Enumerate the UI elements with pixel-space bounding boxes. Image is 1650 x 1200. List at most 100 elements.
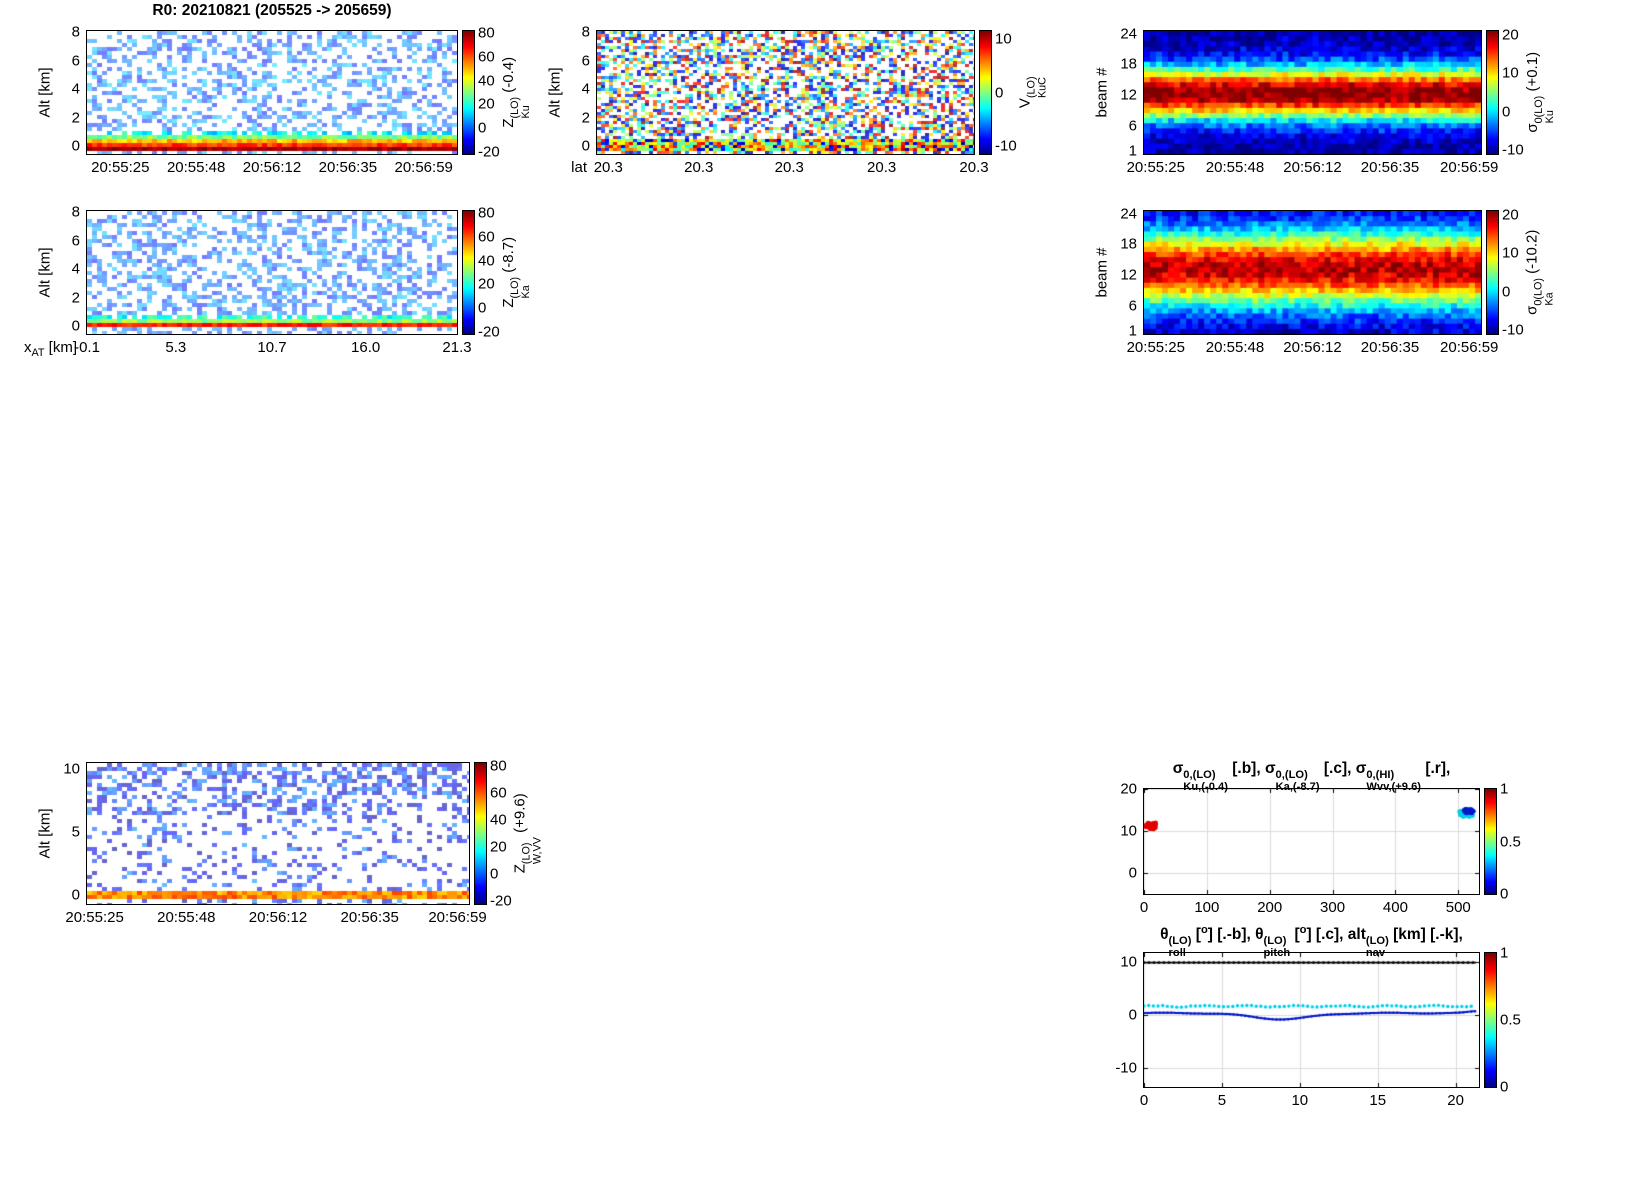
y-tick-label: 20	[1120, 780, 1137, 798]
x-tick-label: 20:56:35	[340, 909, 399, 926]
colorbar-tick-label: 40	[478, 252, 495, 270]
w-reflectivity-time-colorbar-label: Z (LO) W,VV (+9.6)	[511, 793, 544, 874]
x-tick-label: 20:56:12	[248, 909, 308, 926]
colorbar-tick-label: 80	[490, 757, 507, 775]
colorbar-tick-label: 10	[995, 30, 1012, 48]
sigma0-ka-beams-colorbar-label: σ 0(LO) Ka (-10.2)	[1523, 229, 1556, 316]
colorbar-tick-label: 0	[478, 299, 487, 317]
x-tick-label: 20.3	[774, 159, 804, 176]
ku-reflectivity-time-colorbar-canvas	[463, 31, 474, 154]
x-tick-label: 15	[1369, 1092, 1387, 1109]
x-tick-label: 300	[1320, 899, 1346, 916]
w-reflectivity-time-colorbar	[474, 762, 487, 905]
colorbar-tick-label: -20	[478, 143, 500, 161]
colorbar-tick-label: 60	[490, 784, 507, 802]
y-tick-label: 6	[71, 232, 80, 250]
x-tick-label: 10.7	[257, 339, 287, 356]
y-tick-label: 6	[581, 52, 590, 70]
y-tick-label: 1	[1128, 142, 1137, 160]
x-tick-label: 20:55:25	[65, 909, 124, 926]
x-tick-label: 20:55:25	[91, 159, 150, 176]
kuc-velocity-lat-colorbar-canvas	[980, 31, 991, 154]
y-tick-label: 12	[1120, 86, 1137, 104]
y-tick-label: 10	[1120, 822, 1137, 840]
x-tick-label: 20:55:48	[1205, 339, 1265, 356]
nav-attitude-colorbar	[1484, 952, 1497, 1088]
x-tick-label: 21.3	[442, 339, 472, 356]
y-tick-label: 4	[581, 80, 590, 98]
y-tick-label: 24	[1120, 25, 1137, 43]
colorbar-tick-label: 20	[490, 838, 507, 856]
panel-ku-reflectivity-time: R0: 20210821 (205525 -> 205659) Alt [km] 2…	[37, 2, 532, 176]
x-tick-label: 20	[1447, 1092, 1464, 1109]
colorbar-tick-label: 20	[478, 95, 495, 113]
w-reflectivity-time-y-axis-label: Alt [km]	[36, 808, 54, 859]
sigma0-scatter-title: σ 0,(LO) Ku,(-0.4) [.b], σ 0,(LO) Ka,(-8.7) …	[1172, 760, 1451, 793]
ku-reflectivity-time-colorbar	[462, 30, 475, 155]
sigma0-ka-beams-colorbar	[1486, 210, 1499, 335]
y-tick-label: 0	[1128, 1006, 1137, 1024]
sigma0-scatter-colorbar	[1484, 788, 1497, 895]
ka-reflectivity-xat-y-axis-label: Alt [km]	[36, 247, 54, 298]
x-tick-label: 5	[1217, 1092, 1227, 1109]
colorbar-tick-label: 40	[490, 811, 507, 829]
x-tick-label: 20:56:59	[1440, 159, 1499, 176]
x-tick-label: 16.0	[351, 339, 381, 356]
colorbar-tick-label: 0	[1500, 1078, 1509, 1096]
panel-ka-reflectivity-xat: Alt [km] -0.1 5.3 10.7 16.0 21.3 xAT [km] 8 6 4 2 0…	[24, 204, 532, 359]
colorbar-tick-label: 10	[1502, 64, 1519, 82]
x-tick-label: 20:56:12	[1283, 339, 1342, 356]
sigma0-ka-beams-y-axis-label: beam #	[1093, 247, 1111, 298]
x-tick-label: 100	[1194, 899, 1220, 916]
sigma0-ku-beams-colorbar-label: σ 0(LO) Ku (+0.1)	[1523, 52, 1556, 133]
ka-reflectivity-xat-plot-canvas	[87, 211, 457, 334]
y-tick-label: 8	[71, 203, 80, 221]
ka-reflectivity-xat-x-axis-label: xAT [km]	[24, 339, 77, 359]
x-tick-label: 5.3	[165, 339, 187, 356]
ku-reflectivity-time-title: R0: 20210821 (205525 -> 205659)	[152, 2, 392, 19]
y-tick-label: 10	[1120, 953, 1137, 970]
x-tick-label: -0.1	[74, 339, 100, 356]
colorbar-tick-label: 1	[1500, 944, 1509, 962]
colorbar-tick-label: 10	[1502, 244, 1519, 262]
y-tick-label: 2	[71, 109, 80, 127]
x-tick-label: 20.3	[959, 159, 989, 176]
x-tick-label: 20:55:48	[166, 159, 226, 176]
panel-kuc-velocity-lat: Alt [km] 20.3 20.3 20.3 20.3 20.3 lat 8 6 4 2 0 10 0-…	[547, 24, 1049, 176]
y-tick-label: 0	[581, 137, 590, 155]
colorbar-tick-label: 60	[478, 48, 495, 66]
colorbar-tick-label: 20	[1502, 206, 1519, 224]
x-tick-label: 20:55:25	[1126, 159, 1185, 176]
panel-sigma0-ka-beams: beam # 20:55:25 20:55:48 20:56:12 20:56:35 20…	[1094, 205, 1556, 356]
x-tick-label: 20:56:12	[1283, 159, 1342, 176]
y-tick-label: 2	[581, 109, 590, 127]
x-tick-label: 20:55:25	[1126, 339, 1185, 356]
x-tick-label: 20:56:59	[1440, 339, 1499, 356]
panel-w-reflectivity-time: Alt [km] 20:55:25 20:55:48 20:56:12 20:56:35…	[37, 757, 544, 926]
x-tick-label: 20.3	[867, 159, 897, 176]
colorbar-tick-label: -10	[995, 137, 1017, 155]
kuc-velocity-lat-colorbar	[979, 30, 992, 155]
y-tick-label: 2	[71, 289, 80, 307]
nav-attitude-title: θ (LO) roll [o] [.-b], θ (LO) pitch [o] [.c]…	[1160, 924, 1463, 959]
x-tick-label: 20:56:35	[1360, 339, 1420, 356]
x-tick-label: 400	[1382, 899, 1408, 916]
colorbar-tick-label: 0	[1500, 885, 1509, 903]
colorbar-tick-label: 80	[478, 204, 495, 222]
sigma0-ka-beams-plot-canvas	[1144, 211, 1481, 334]
kuc-velocity-lat-y-axis-label: Alt [km]	[546, 67, 564, 118]
y-tick-label: 4	[71, 260, 80, 278]
y-tick-label: 10	[63, 760, 80, 778]
y-tick-label: 6	[71, 52, 80, 70]
kuc-velocity-lat-plot-canvas	[597, 31, 974, 154]
sigma0-scatter-plot-canvas	[1144, 789, 1479, 894]
sigma0-ku-beams-colorbar	[1486, 30, 1499, 155]
w-reflectivity-time-plot-canvas	[87, 763, 469, 904]
colorbar-tick-label: 0	[1502, 283, 1511, 301]
x-tick-label: 20:56:12	[242, 159, 302, 176]
nav-attitude-plot-canvas	[1144, 953, 1479, 1087]
y-tick-label: 6	[1128, 117, 1137, 135]
y-tick-label: 4	[71, 80, 80, 98]
kuc-velocity-lat-colorbar-label: V (LO) KuC	[1016, 76, 1049, 109]
sigma0-ku-beams-colorbar-canvas	[1487, 31, 1498, 154]
